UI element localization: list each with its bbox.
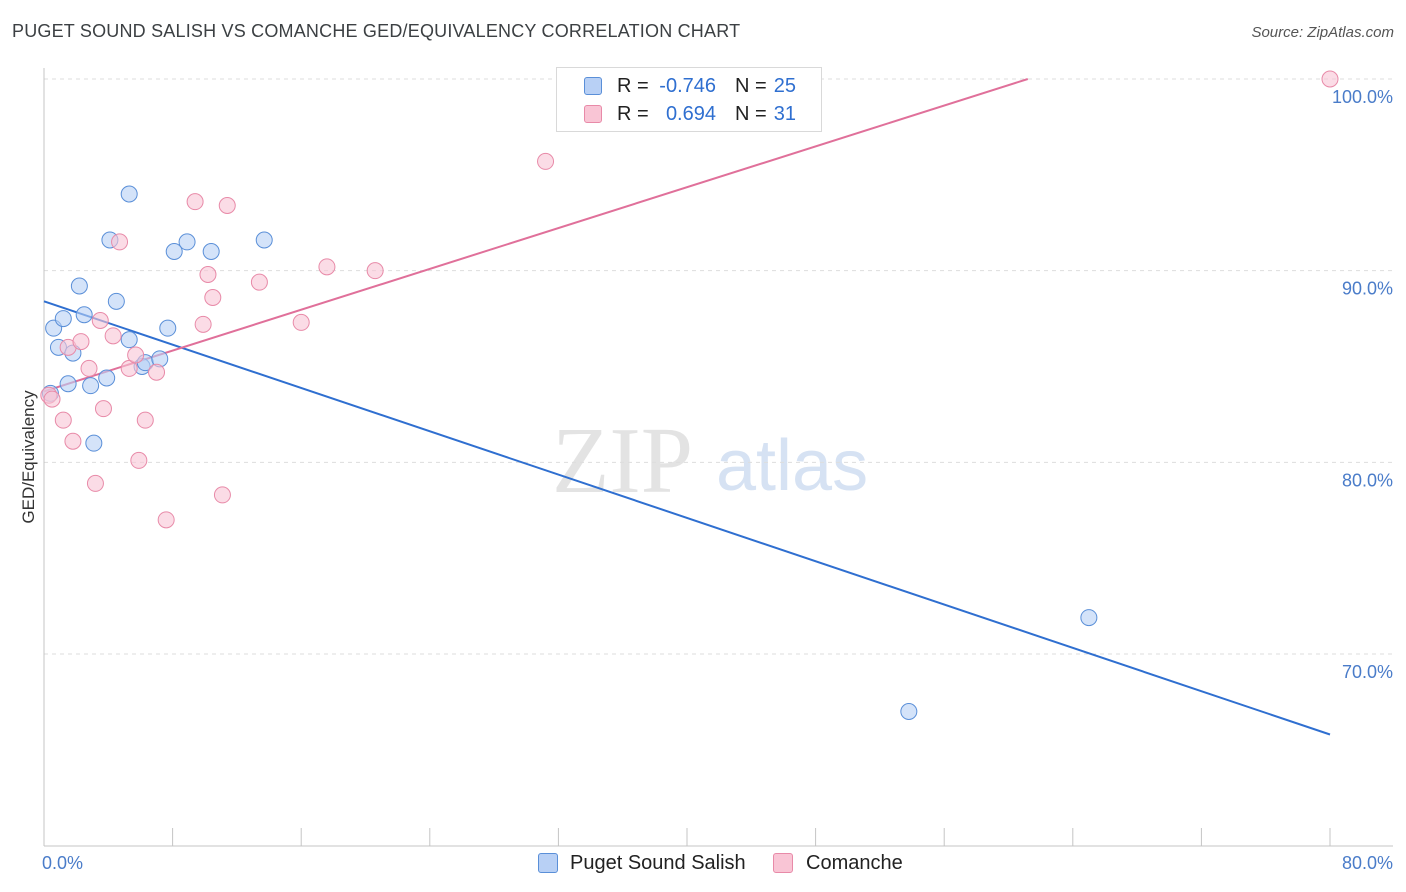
point-comanche — [54, 411, 72, 429]
point-puget-sound-salish — [165, 243, 183, 260]
point-comanche — [64, 432, 82, 450]
point-puget-sound-salish — [75, 306, 93, 324]
trendline-puget-sound-salish — [43, 300, 1331, 736]
point-puget-sound-salish — [120, 331, 138, 349]
point-puget-sound-salish — [85, 434, 103, 452]
watermark-atlas: atlas — [716, 426, 868, 506]
point-comanche — [1321, 70, 1339, 88]
n-label: N = — [735, 103, 767, 125]
point-comanche — [194, 315, 212, 333]
r-value: -0.746 — [659, 75, 716, 97]
point-comanche — [94, 400, 112, 418]
point-comanche — [86, 474, 104, 492]
point-puget-sound-salish — [98, 369, 116, 387]
point-comanche — [111, 233, 129, 251]
point-comanche — [80, 359, 98, 377]
y-tick-label: 90.0% — [1342, 279, 1393, 299]
point-comanche — [157, 511, 175, 529]
stats-legend-row-pink: R = 0.694 N = 31 — [557, 100, 821, 128]
point-puget-sound-salish — [159, 319, 177, 337]
data-points — [40, 70, 1339, 720]
y-tick-label: 100.0% — [1332, 87, 1393, 107]
point-comanche — [366, 262, 384, 280]
legend-label-puget-sound-salish: Puget Sound Salish — [570, 852, 746, 874]
source-label: Source: ZipAtlas.com — [1251, 24, 1394, 41]
point-comanche — [186, 193, 204, 211]
x-tick-label: 0.0% — [42, 853, 83, 873]
y-axis-label: GED/Equivalency — [19, 390, 38, 524]
blue-swatch — [584, 77, 602, 95]
x-tick-label: 80.0% — [1342, 853, 1393, 873]
legend-swatch-puget-sound-salish — [538, 853, 558, 873]
chart-title: PUGET SOUND SALISH VS COMANCHE GED/EQUIV… — [12, 21, 741, 41]
n-label: N = — [735, 75, 767, 97]
trendline-comanche — [43, 78, 1029, 393]
trendlines — [43, 78, 1331, 736]
point-comanche — [204, 289, 222, 306]
watermark-zip: ZIP — [552, 409, 693, 513]
r-label: R = — [617, 103, 649, 125]
point-comanche — [318, 258, 336, 276]
point-puget-sound-salish — [107, 292, 125, 310]
axes — [43, 68, 1393, 847]
point-comanche — [136, 411, 154, 429]
stats-legend-row-blue: R = -0.746 N = 25 — [557, 72, 821, 100]
point-comanche — [104, 327, 122, 345]
point-puget-sound-salish — [178, 233, 196, 251]
point-comanche — [72, 333, 90, 351]
r-value: 0.694 — [665, 103, 716, 125]
n-value: 25 — [773, 75, 796, 97]
watermark: ZIP atlas — [552, 409, 868, 513]
y-tick-label: 70.0% — [1342, 662, 1393, 682]
point-puget-sound-salish — [120, 185, 138, 203]
legend-label-comanche: Comanche — [806, 852, 903, 874]
x-ticks — [43, 828, 1331, 846]
n-value: 31 — [773, 103, 796, 125]
point-comanche — [127, 346, 145, 364]
point-comanche — [91, 312, 109, 329]
r-label: R = — [617, 75, 649, 97]
point-comanche — [148, 363, 166, 381]
point-puget-sound-salish — [255, 231, 273, 249]
point-puget-sound-salish — [59, 375, 77, 393]
point-puget-sound-salish — [54, 310, 72, 328]
point-puget-sound-salish — [70, 277, 88, 295]
point-puget-sound-salish — [1080, 609, 1098, 627]
point-comanche — [213, 486, 231, 504]
tick-labels: 100.0% 90.0% 80.0% 70.0% 0.0% 80.0% — [42, 87, 1393, 873]
point-puget-sound-salish — [202, 243, 220, 260]
point-puget-sound-salish — [82, 377, 100, 395]
point-comanche — [199, 266, 217, 283]
point-comanche — [292, 313, 310, 331]
point-comanche — [250, 273, 268, 291]
legend-swatch-comanche — [773, 853, 793, 873]
point-comanche — [218, 197, 236, 214]
point-comanche — [537, 152, 555, 170]
y-tick-label: 80.0% — [1342, 470, 1393, 490]
pink-swatch — [584, 105, 602, 123]
point-comanche — [43, 390, 61, 408]
gridlines — [44, 78, 1393, 655]
series-legend: Puget Sound Salish Comanche — [0, 851, 1406, 877]
point-comanche — [130, 451, 148, 469]
point-puget-sound-salish — [900, 703, 918, 720]
stats-legend: R = -0.746 N = 25 R = 0.694 N = 31 — [556, 67, 822, 132]
